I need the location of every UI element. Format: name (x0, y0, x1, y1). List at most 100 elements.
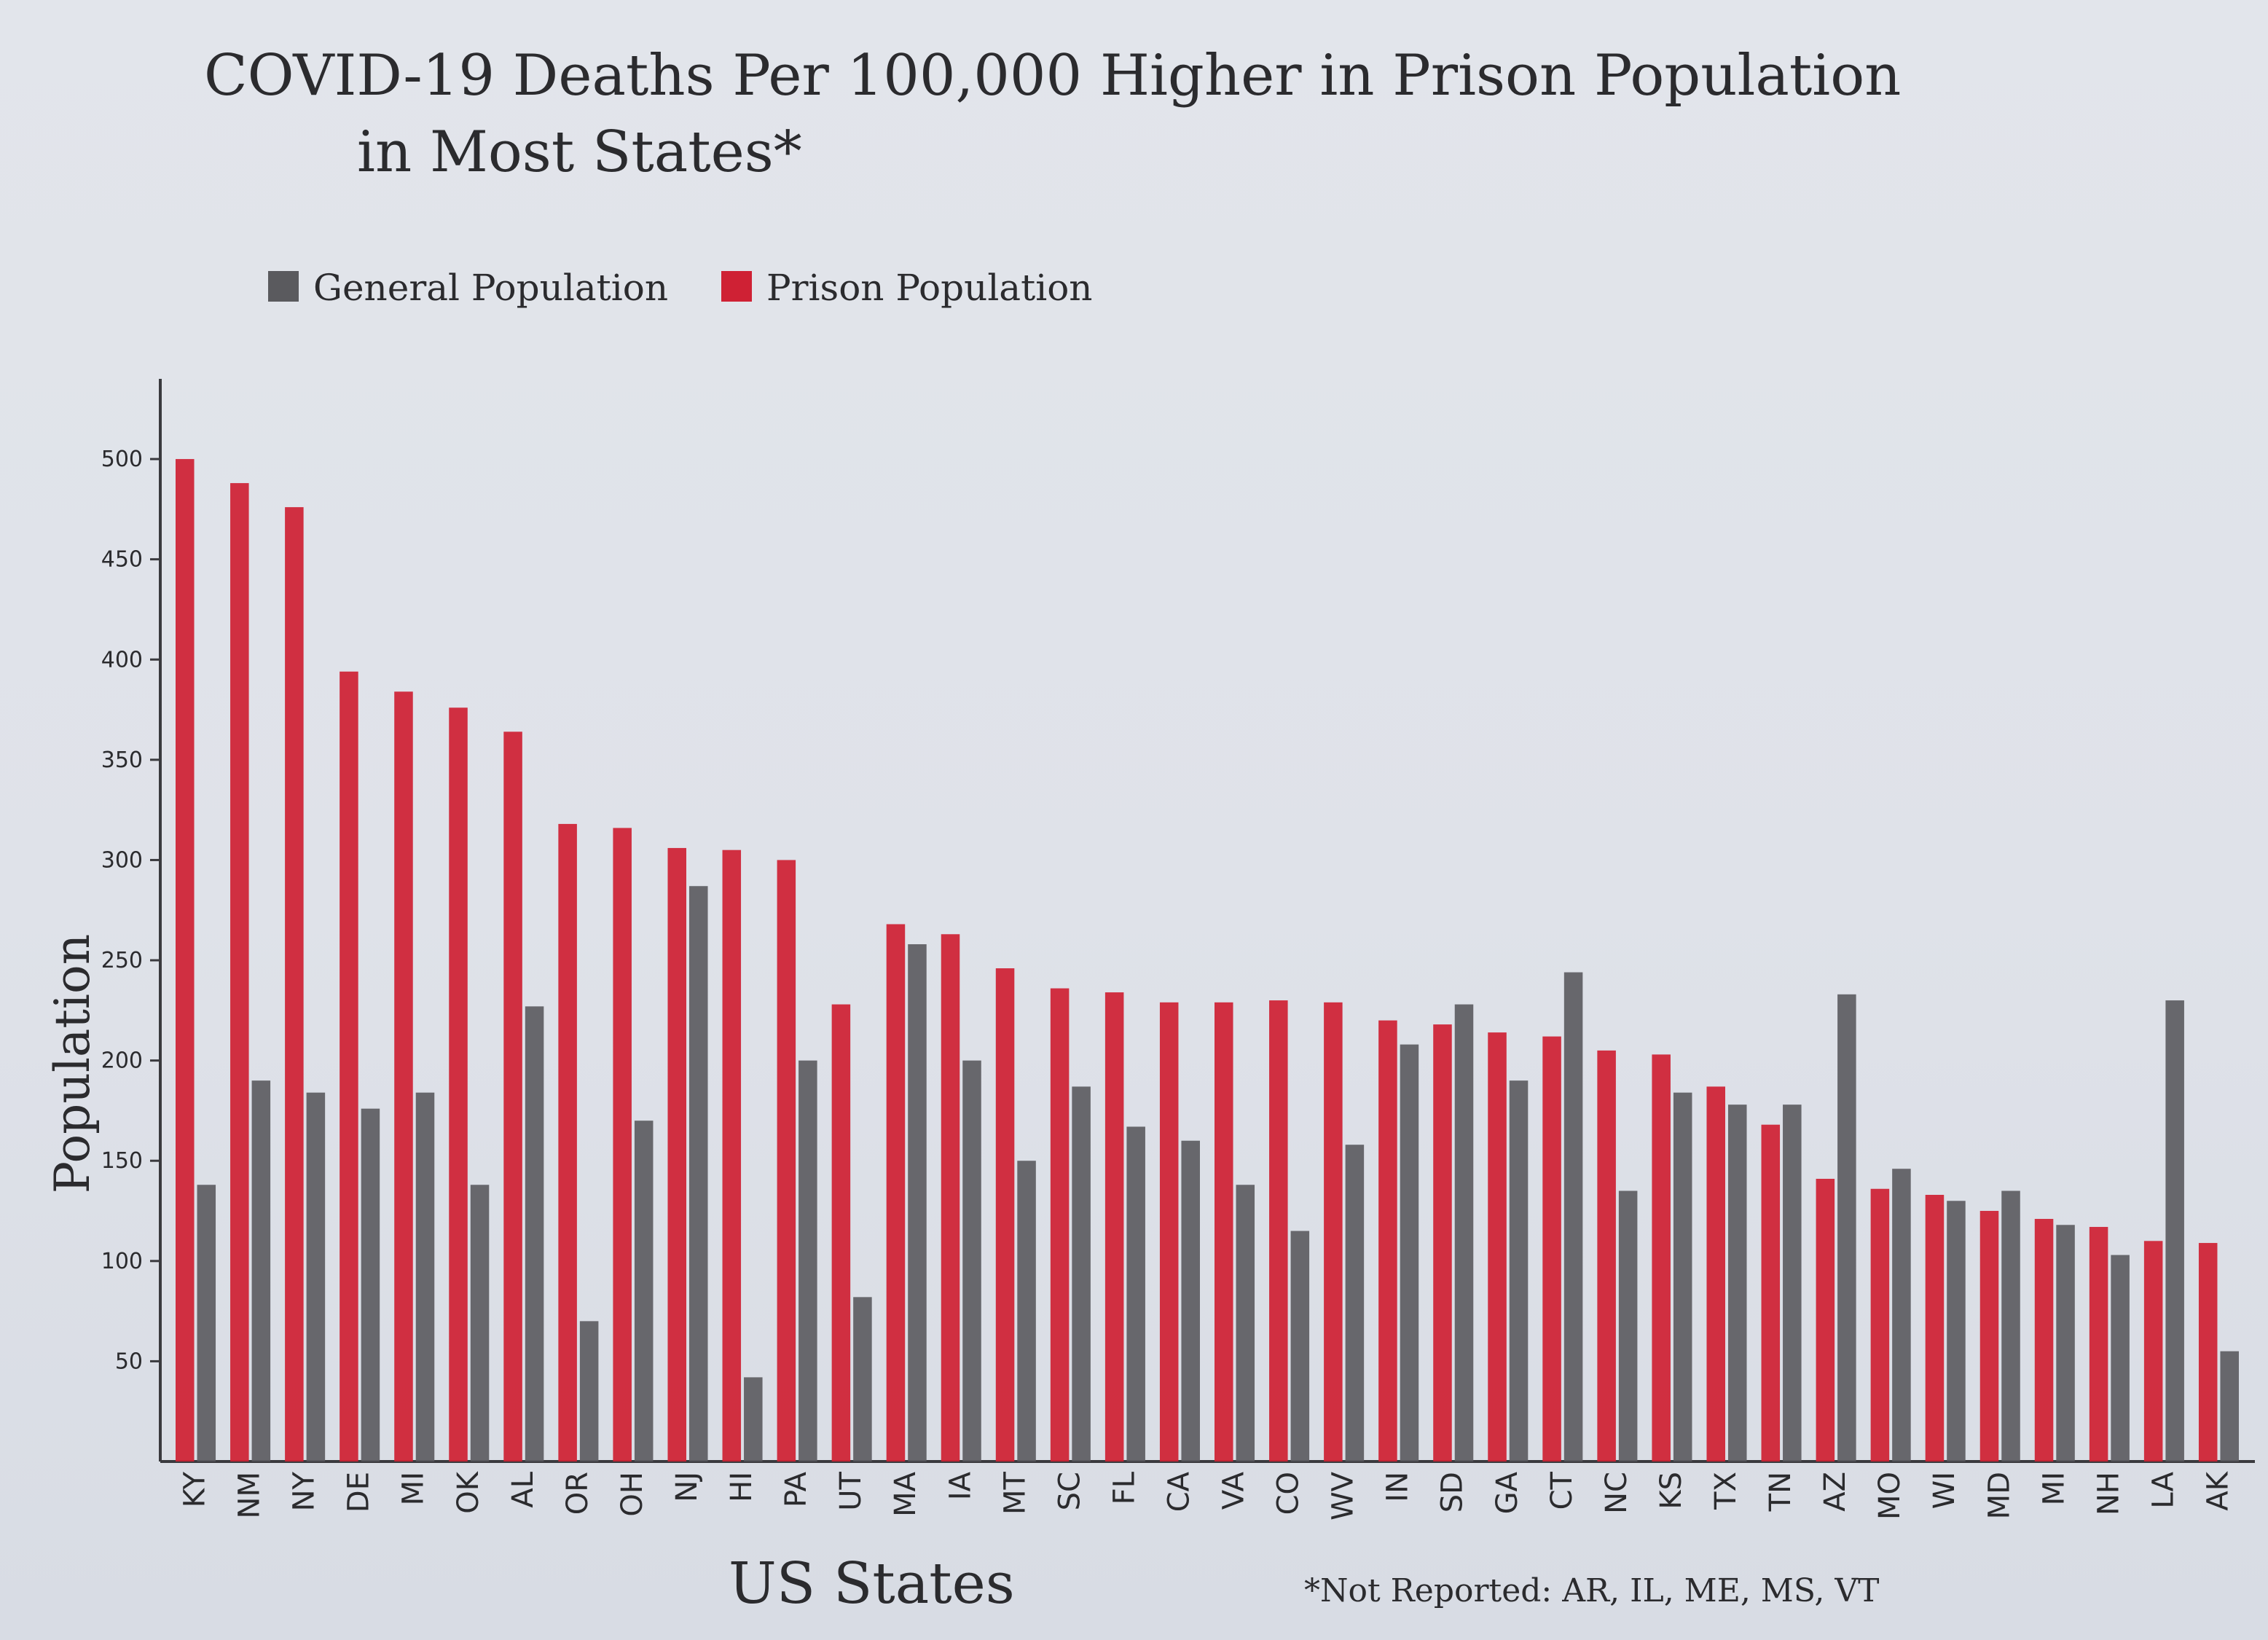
bar-prison-mi (2034, 1219, 2054, 1462)
bar-prison-al (503, 731, 522, 1462)
bar-general-wv (1345, 1145, 1365, 1462)
y-tick-label: 450 (101, 547, 143, 573)
x-tick-label: MA (889, 1471, 922, 1517)
bar-general-ny (306, 1092, 326, 1462)
bar-prison-la (2143, 1241, 2163, 1462)
bar-general-az (1837, 994, 1856, 1462)
bar-general-ky (197, 1185, 216, 1462)
x-tick-label: WI (1928, 1472, 1961, 1509)
legend-swatch-prison-population (721, 271, 752, 302)
x-tick-label: IA (943, 1471, 977, 1500)
bar-prison-sd (1433, 1024, 1452, 1462)
bar-prison-hi (722, 850, 742, 1462)
bar-general-va (1236, 1185, 1255, 1462)
bar-prison-tn (1761, 1124, 1781, 1462)
x-axis-title: US States (729, 1551, 1015, 1617)
bar-prison-ok (449, 707, 468, 1462)
y-tick-label: 400 (101, 647, 143, 672)
bar-prison-ct (1542, 1036, 1561, 1462)
x-tick-label: WV (1327, 1471, 1360, 1521)
x-tick-label: MO (1873, 1472, 1907, 1520)
x-tick-label: NH (2092, 1472, 2125, 1515)
y-tick-label: 350 (101, 748, 143, 773)
bar-prison-mi (394, 691, 413, 1462)
x-tick-label: HI (725, 1472, 758, 1502)
x-tick-label: IN (1381, 1472, 1415, 1502)
bar-general-la (2165, 1000, 2184, 1462)
bar-general-in (1400, 1044, 1419, 1462)
bar-general-sd (1454, 1004, 1474, 1462)
bar-prison-in (1378, 1020, 1397, 1462)
x-tick-label: CA (1162, 1471, 1196, 1512)
bar-prison-co (1269, 1000, 1288, 1462)
bar-general-tx (1727, 1105, 1747, 1462)
bar-prison-ca (1159, 1002, 1179, 1462)
bar-general-co (1290, 1231, 1310, 1462)
x-tick-label: MD (1982, 1472, 2016, 1519)
chart-title-line-2: in Most States* (357, 119, 802, 185)
y-tick-label: 250 (101, 948, 143, 973)
y-tick-label: 100 (101, 1249, 143, 1274)
x-tick-label: CT (1545, 1471, 1579, 1510)
x-tick-label: OR (561, 1472, 595, 1515)
x-tick-label: AZ (1818, 1472, 1852, 1512)
y-tick-label: 50 (115, 1349, 143, 1374)
bar-general-oh (634, 1121, 654, 1462)
x-tick-label: GA (1491, 1471, 1524, 1514)
x-tick-label: MI (2037, 1472, 2071, 1505)
x-tick-label: SC (1053, 1472, 1086, 1510)
x-tick-label: TX (1709, 1472, 1743, 1510)
bar-general-sc (1072, 1086, 1091, 1462)
bar-prison-oh (613, 828, 632, 1462)
x-tick-label: NC (1600, 1472, 1633, 1514)
x-tick-label: KS (1655, 1472, 1688, 1510)
footnote: *Not Reported: AR, IL, ME, MS, VT (1304, 1572, 1880, 1609)
bar-general-tn (1783, 1105, 1802, 1462)
y-tick-label: 500 (101, 447, 143, 472)
y-axis-title: Population (44, 934, 101, 1194)
bar-general-mi (415, 1092, 435, 1462)
bar-prison-md (1979, 1211, 1999, 1462)
bar-general-mt (1017, 1161, 1036, 1462)
bar-general-ia (962, 1060, 981, 1462)
x-tick-label: NY (288, 1471, 321, 1511)
x-tick-label: NJ (670, 1472, 704, 1502)
x-tick-label: OK (452, 1470, 485, 1513)
bars (176, 459, 2239, 1462)
x-tick-label: UT (834, 1471, 868, 1510)
bar-prison-ut (831, 1004, 851, 1462)
bar-prison-mt (995, 968, 1015, 1462)
bar-prison-ks (1652, 1054, 1671, 1462)
y-tick-label: 150 (101, 1148, 143, 1174)
bar-prison-ia (941, 934, 960, 1462)
x-tick-label: OH (616, 1472, 649, 1517)
x-tick-label: DE (342, 1472, 376, 1513)
bar-prison-wi (1925, 1195, 1945, 1462)
x-tick-label: KY (178, 1471, 212, 1507)
bar-prison-nc (1597, 1050, 1616, 1462)
x-tick-label: CO (1272, 1472, 1306, 1515)
bar-prison-ny (285, 507, 304, 1462)
bar-general-hi (744, 1377, 763, 1462)
bar-general-de (361, 1108, 380, 1462)
bar-prison-va (1215, 1002, 1233, 1462)
bar-general-wi (1947, 1201, 1966, 1462)
x-tick-label: PA (780, 1471, 813, 1507)
bar-prison-nm (230, 483, 249, 1462)
y-tick-label: 200 (101, 1048, 143, 1074)
bar-prison-de (340, 671, 358, 1462)
x-tick-label: FL (1107, 1471, 1141, 1504)
bar-general-nm (251, 1080, 271, 1462)
bar-prison-wv (1324, 1002, 1343, 1462)
bar-general-md (2001, 1190, 2020, 1462)
legend-label-prison-population: Prison Population (766, 267, 1093, 309)
bar-prison-sc (1050, 988, 1070, 1462)
bar-prison-pa (777, 860, 796, 1462)
bar-prison-ak (2198, 1243, 2218, 1462)
bar-general-ks (1673, 1092, 1692, 1462)
bar-general-fl (1126, 1126, 1145, 1462)
bar-general-nh (2111, 1255, 2130, 1462)
bar-prison-ga (1488, 1032, 1507, 1462)
